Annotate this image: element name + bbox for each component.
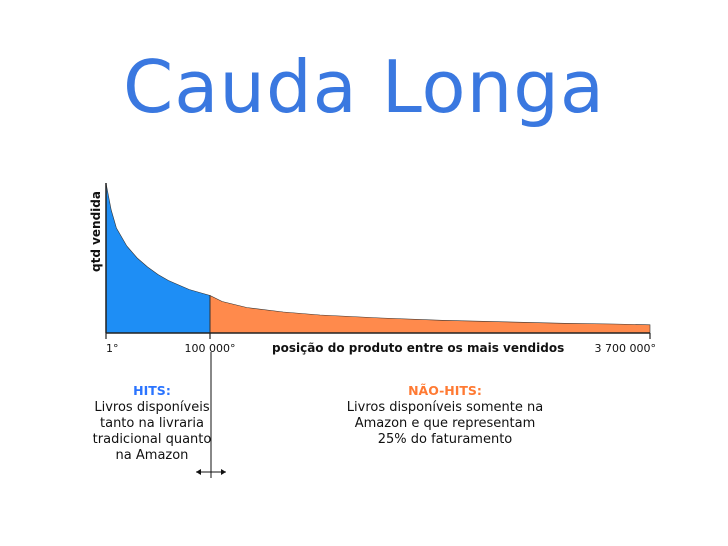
hits-line: Livros disponíveis [94, 400, 210, 415]
x-axis-ticks: 1° 100 000° 3 700 000° [105, 333, 656, 355]
nonhits-line: 25% do faturamento [377, 432, 513, 447]
hits-line: na Amazon [115, 448, 189, 463]
nonhits-line: Amazon e que representam [354, 416, 536, 431]
hits-heading: HITS: [133, 383, 171, 398]
y-axis-title: qtd vendida [89, 191, 103, 272]
x-tick-label: 3 700 000° [595, 342, 656, 355]
area-series-hits [105, 182, 211, 334]
area-series-nonhits [209, 295, 651, 334]
hits-line: tradicional quanto [92, 432, 212, 447]
nonhits-heading: NÃO-HITS: [408, 383, 482, 398]
x-axis-title: posição do produto entre os mais vendido… [272, 341, 564, 355]
chart-areas [105, 182, 651, 334]
x-tick-label: 1° [106, 342, 119, 355]
slide-title: Cauda Longa [122, 45, 606, 129]
arrowhead-left [196, 469, 201, 475]
hits-annotation: HITS: Livros disponíveis tanto na livrar… [82, 383, 222, 464]
hits-line: tanto na livraria [100, 416, 204, 431]
x-tick-label: 100 000° [185, 342, 236, 355]
nonhits-annotation: NÃO-HITS: Livros disponíveis somente na … [330, 383, 560, 448]
arrowhead-right [221, 469, 226, 475]
nonhits-line: Livros disponíveis somente na [346, 400, 544, 415]
